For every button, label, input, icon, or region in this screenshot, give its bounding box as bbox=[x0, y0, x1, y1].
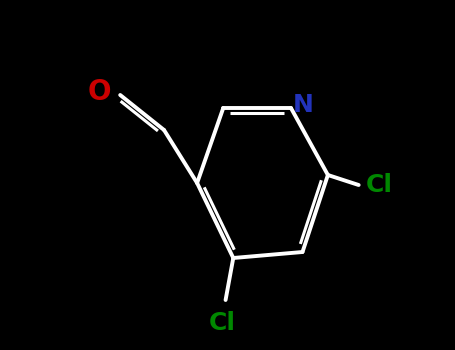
Text: Cl: Cl bbox=[208, 310, 236, 335]
Text: O: O bbox=[88, 77, 111, 105]
Text: Cl: Cl bbox=[366, 173, 393, 197]
Text: N: N bbox=[293, 92, 313, 117]
